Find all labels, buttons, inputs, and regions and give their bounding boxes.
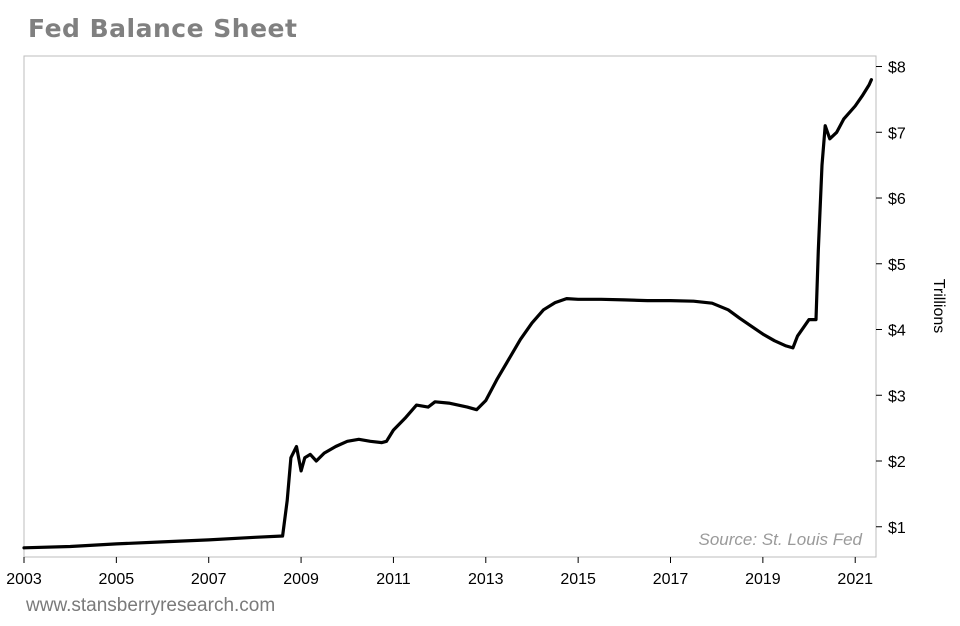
x-tick-label: 2019 (745, 571, 781, 588)
y-tick-label: $7 (888, 125, 906, 142)
x-tick-label: 2013 (468, 571, 504, 588)
y-tick-label: $5 (888, 257, 906, 274)
x-tick-label: 2017 (653, 571, 689, 588)
x-tick-label: 2015 (560, 571, 596, 588)
y-tick-label: $3 (888, 388, 906, 405)
x-tick-label: 2021 (837, 571, 873, 588)
y-tick-label: $1 (888, 520, 906, 537)
x-tick-label: 2003 (6, 571, 42, 588)
y-axis: $1 $2 $3 $4 $5 $6 $7 $8 (876, 60, 906, 537)
plot-frame (23, 55, 877, 558)
x-tick-label: 2011 (376, 571, 411, 588)
footer-url: www.stansberryresearch.com (26, 595, 276, 616)
x-tick-label: 2009 (283, 571, 319, 588)
y-tick-label: $8 (888, 60, 906, 77)
x-tick-label: 2007 (191, 571, 227, 588)
x-axis: 2003 2005 2007 2009 2011 2013 2015 2017 2019 2021 (6, 557, 873, 588)
chart-title: Fed Balance Sheet (28, 14, 298, 43)
y-tick-label: $4 (888, 323, 906, 340)
series-line-fed-balance-sheet (22, 78, 873, 550)
y-axis-title: Trillions (930, 279, 947, 334)
x-tick-label: 2005 (99, 571, 135, 588)
y-tick-label: $2 (888, 454, 906, 471)
source-note: Source: St. Louis Fed (699, 530, 863, 549)
y-tick-label: $6 (888, 191, 906, 208)
